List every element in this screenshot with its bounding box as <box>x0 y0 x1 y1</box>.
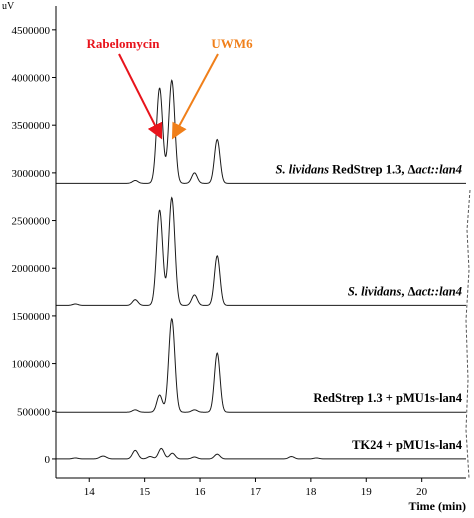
x-axis-title: Time (min) <box>409 499 466 513</box>
series-line-1 <box>56 79 466 184</box>
x-tick-label: 15 <box>139 486 151 498</box>
x-tick-label: 20 <box>416 486 428 498</box>
series-label-3: RedStrep 1.3 + pMU1s-lan4 <box>313 391 462 405</box>
series-label-part: act::lan4 <box>415 162 462 176</box>
y-tick-label: 3500000 <box>12 120 51 132</box>
annotation-arrow-1 <box>118 53 163 140</box>
truncated-trace-edge <box>465 189 471 479</box>
series-line-2 <box>56 196 466 306</box>
y-tick-label: 3000000 <box>12 168 51 180</box>
y-tick-label: 1000000 <box>12 359 51 371</box>
series-label-part: act::lan4 <box>415 284 462 298</box>
series-label-part: S. lividans <box>276 162 330 176</box>
y-tick-label: 500000 <box>17 406 51 418</box>
annotation-label-2: UWM6 <box>211 36 253 51</box>
x-axis-ticks: 14 15 16 17 18 19 20 <box>84 478 428 498</box>
series-label-part: TK24 + pMU1s-lan4 <box>352 438 463 452</box>
series-label-part: RedStrep 1.3 + pMU1s-lan4 <box>313 391 462 405</box>
y-tick-label: 0 <box>45 454 51 466</box>
series-line-4 <box>56 447 466 460</box>
series-label-1: S. lividans RedStrep 1.3, Δact::lan4 <box>276 162 462 176</box>
trace-lines <box>56 79 466 460</box>
series-label-4: TK24 + pMU1s-lan4 <box>352 438 463 452</box>
y-tick-label: 1500000 <box>12 311 51 323</box>
series-label-part: S. lividans <box>348 284 402 298</box>
x-tick-label: 17 <box>250 486 262 498</box>
y-tick-label: 2500000 <box>12 216 51 228</box>
x-tick-label: 16 <box>195 486 207 498</box>
y-tick-label: 2000000 <box>12 263 51 275</box>
series-line-3 <box>56 317 466 413</box>
series-label-part: RedStrep 1.3, Δ <box>329 162 416 176</box>
x-tick-label: 18 <box>305 486 317 498</box>
y-axis-unit: uV <box>2 1 15 12</box>
x-tick-label: 14 <box>84 486 96 498</box>
peak-annotations: Rabelomycin UWM6 <box>87 36 253 140</box>
y-tick-label: 4500000 <box>12 25 51 37</box>
x-tick-label: 19 <box>361 486 373 498</box>
annotation-arrow-2 <box>171 53 219 140</box>
y-tick-label: 4000000 <box>12 73 51 85</box>
series-label-2: S. lividans, Δact::lan4 <box>348 284 462 298</box>
y-axis-ticks: 0 500000 1000000 1500000 2000000 2500000 30000… <box>12 25 56 466</box>
series-label-part: , Δ <box>401 284 415 298</box>
annotation-label-1: Rabelomycin <box>87 36 161 51</box>
